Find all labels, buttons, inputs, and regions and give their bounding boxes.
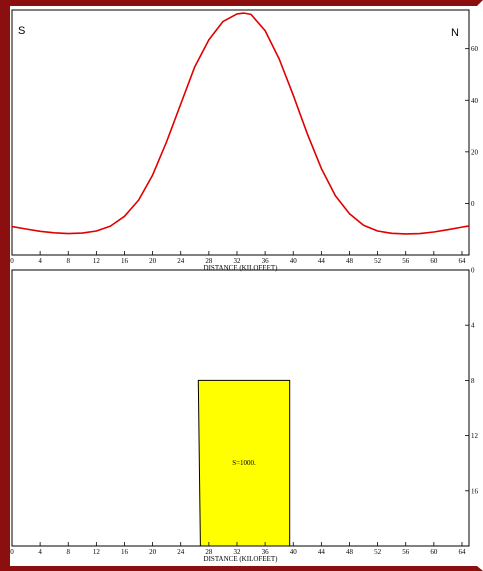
top-x-tick-label: 12 — [93, 257, 101, 265]
top-y-ticks: 0 20 40 60 — [465, 45, 479, 208]
bottom-x-tick-label: 12 — [93, 548, 101, 556]
bottom-x-tick-label: 24 — [177, 548, 185, 556]
bottom-x-tick-label: 36 — [262, 548, 270, 556]
top-x-tick-label: 28 — [205, 257, 213, 265]
top-y-tick-label: 0 — [471, 200, 475, 208]
top-x-tick-label: 36 — [262, 257, 270, 265]
bottom-x-tick-label: 40 — [290, 548, 298, 556]
bottom-x-axis-label: DISTANCE (KILOFEET) — [204, 555, 279, 563]
bottom-x-tick-label: 0 — [10, 548, 14, 556]
top-x-tick-label: 56 — [402, 257, 410, 265]
bottom-x-tick-label: 20 — [149, 548, 157, 556]
bottom-x-tick-label: 16 — [121, 548, 129, 556]
top-x-tick-label: 64 — [458, 257, 466, 265]
bottom-x-tick-label: 32 — [233, 548, 241, 556]
top-x-tick-label: 24 — [177, 257, 185, 265]
top-x-ticks: 0 4 8 12 16 20 24 28 32 36 40 44 48 52 56 60 64 — [10, 251, 466, 265]
top-x-tick-label: 40 — [290, 257, 298, 265]
density-body[interactable] — [197, 379, 291, 547]
top-x-tick-label: 16 — [121, 257, 129, 265]
bottom-x-tick-label: 52 — [374, 548, 382, 556]
bottom-x-tick-label: 64 — [458, 548, 466, 556]
top-x-tick-label: 52 — [374, 257, 382, 265]
model-section-panel: S=1000. 0 4 8 12 16 20 24 28 32 36 40 44 48 52 56 60 64 … — [10, 267, 478, 564]
bottom-x-tick-label: 60 — [430, 548, 438, 556]
bottom-x-tick-label: 8 — [66, 548, 70, 556]
corner-label-left: S — [18, 25, 25, 37]
bottom-x-tick-label: 4 — [38, 548, 42, 556]
top-plot-border — [11, 9, 470, 256]
top-x-axis-label: DISTANCE (KILOFEET) — [204, 264, 279, 272]
bottom-x-tick-label: 44 — [318, 548, 326, 556]
top-y-tick-label: 20 — [471, 148, 479, 156]
bottom-x-tick-label: 28 — [205, 548, 213, 556]
bottom-y-tick-label: 8 — [471, 377, 475, 385]
bottom-x-tick-label: 48 — [346, 548, 354, 556]
bottom-y-tick-label: 12 — [471, 432, 479, 440]
top-y-tick-label: 40 — [471, 97, 479, 105]
top-x-tick-label: 8 — [66, 257, 70, 265]
top-x-tick-label: 48 — [346, 257, 354, 265]
top-x-tick-label: 44 — [318, 257, 326, 265]
top-y-tick-label: 60 — [471, 45, 479, 53]
top-x-tick-label: 0 — [10, 257, 14, 265]
top-x-tick-label: 32 — [233, 257, 241, 265]
density-body-label: S=1000. — [232, 459, 256, 467]
bottom-y-tick-label: 16 — [471, 487, 479, 495]
gravity-curve-line — [11, 12, 470, 235]
corner-label-right: N — [451, 27, 459, 39]
bottom-y-tick-label: 4 — [471, 322, 475, 330]
bottom-y-ticks: 0 4 8 12 16 — [465, 267, 479, 495]
gravity-profile-panel: S N 0 4 8 12 16 20 24 28 32 36 40 44 48 52 56 60 64 0204… — [10, 9, 479, 272]
bottom-x-tick-label: 56 — [402, 548, 410, 556]
bottom-x-ticks: 0 4 8 12 16 20 24 28 32 36 40 44 48 52 56 60 64 — [10, 542, 466, 556]
bottom-y-tick-label: 0 — [471, 267, 475, 275]
top-x-tick-label: 4 — [38, 257, 42, 265]
top-x-tick-label: 60 — [430, 257, 438, 265]
top-x-tick-label: 20 — [149, 257, 157, 265]
